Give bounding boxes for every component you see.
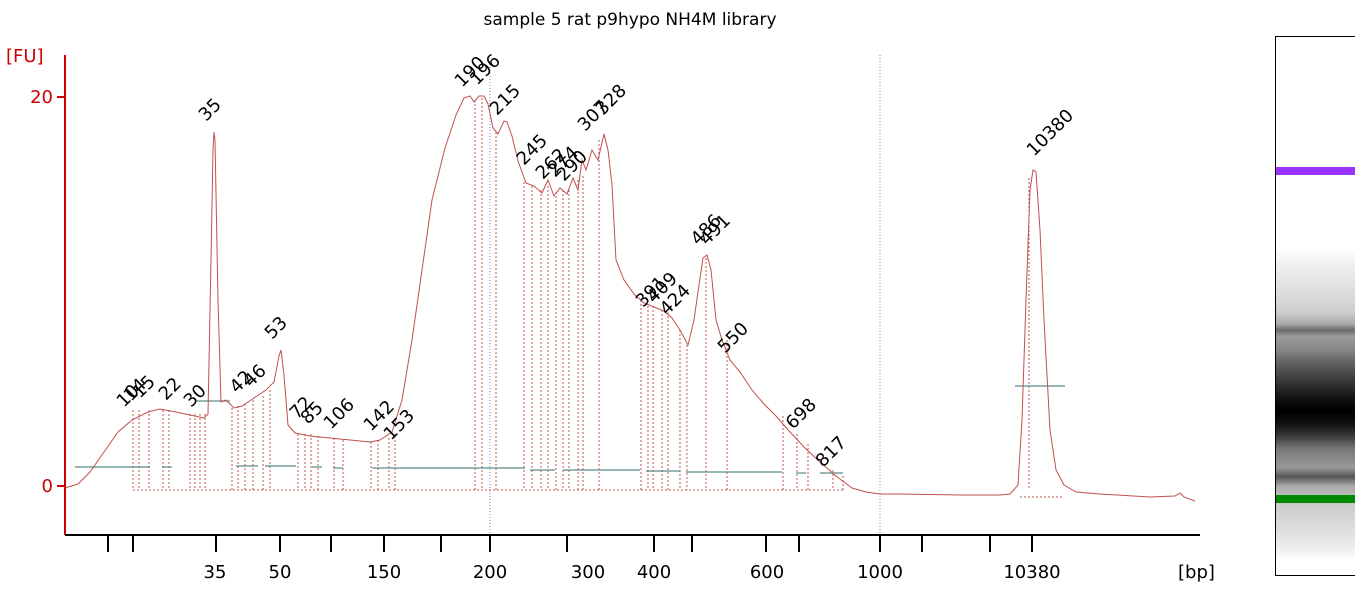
x-tick-label: 300 [571,562,605,583]
peak-label: 698 [782,394,821,433]
peak-label: 106 [320,394,359,433]
upper-marker-band [1276,167,1355,175]
x-tick-label: 600 [750,562,784,583]
y-axis-label: [FU] [6,46,44,67]
peak-label: 215 [486,80,525,119]
gel-lane [1275,36,1355,576]
peak-drop-lines [132,98,1064,498]
baseline-segments [75,385,1065,474]
gel-smear [1276,249,1355,561]
x-axis-label: [bp] [1178,562,1215,583]
y-ticks: 020406080100 [30,87,65,497]
x-tick-label: 1000 [857,562,903,583]
electropherogram-trace [64,95,1196,502]
peak-label: 53 [261,312,292,343]
lower-marker-band [1276,495,1355,503]
peak-label: 550 [714,318,753,357]
peak-label: 30 [180,380,211,411]
x-tick-label: 400 [637,562,671,583]
peak-label: 10380 [1023,105,1078,160]
axes [64,55,1200,536]
y-tick-label: 20 [30,87,53,108]
peak-label: 817 [812,432,851,471]
x-tick-label: 200 [473,562,507,583]
x-tick-label: 150 [367,562,401,583]
x-tick-label: 10380 [1003,562,1060,583]
chart-title: sample 5 rat p9hypo NH4M library [483,10,776,30]
peak-label: 35 [195,94,226,125]
electropherogram-chart: sample 5 rat p9hypo NH4M library [FU] [b… [6,10,1215,583]
peak-label: 22 [155,373,186,404]
x-ticks: 35 50 150 200 300 400 600 1000 10380 [107,55,1061,583]
y-tick-label: 0 [42,476,53,497]
x-tick-label: 35 [204,562,227,583]
x-tick-label: 50 [269,562,292,583]
